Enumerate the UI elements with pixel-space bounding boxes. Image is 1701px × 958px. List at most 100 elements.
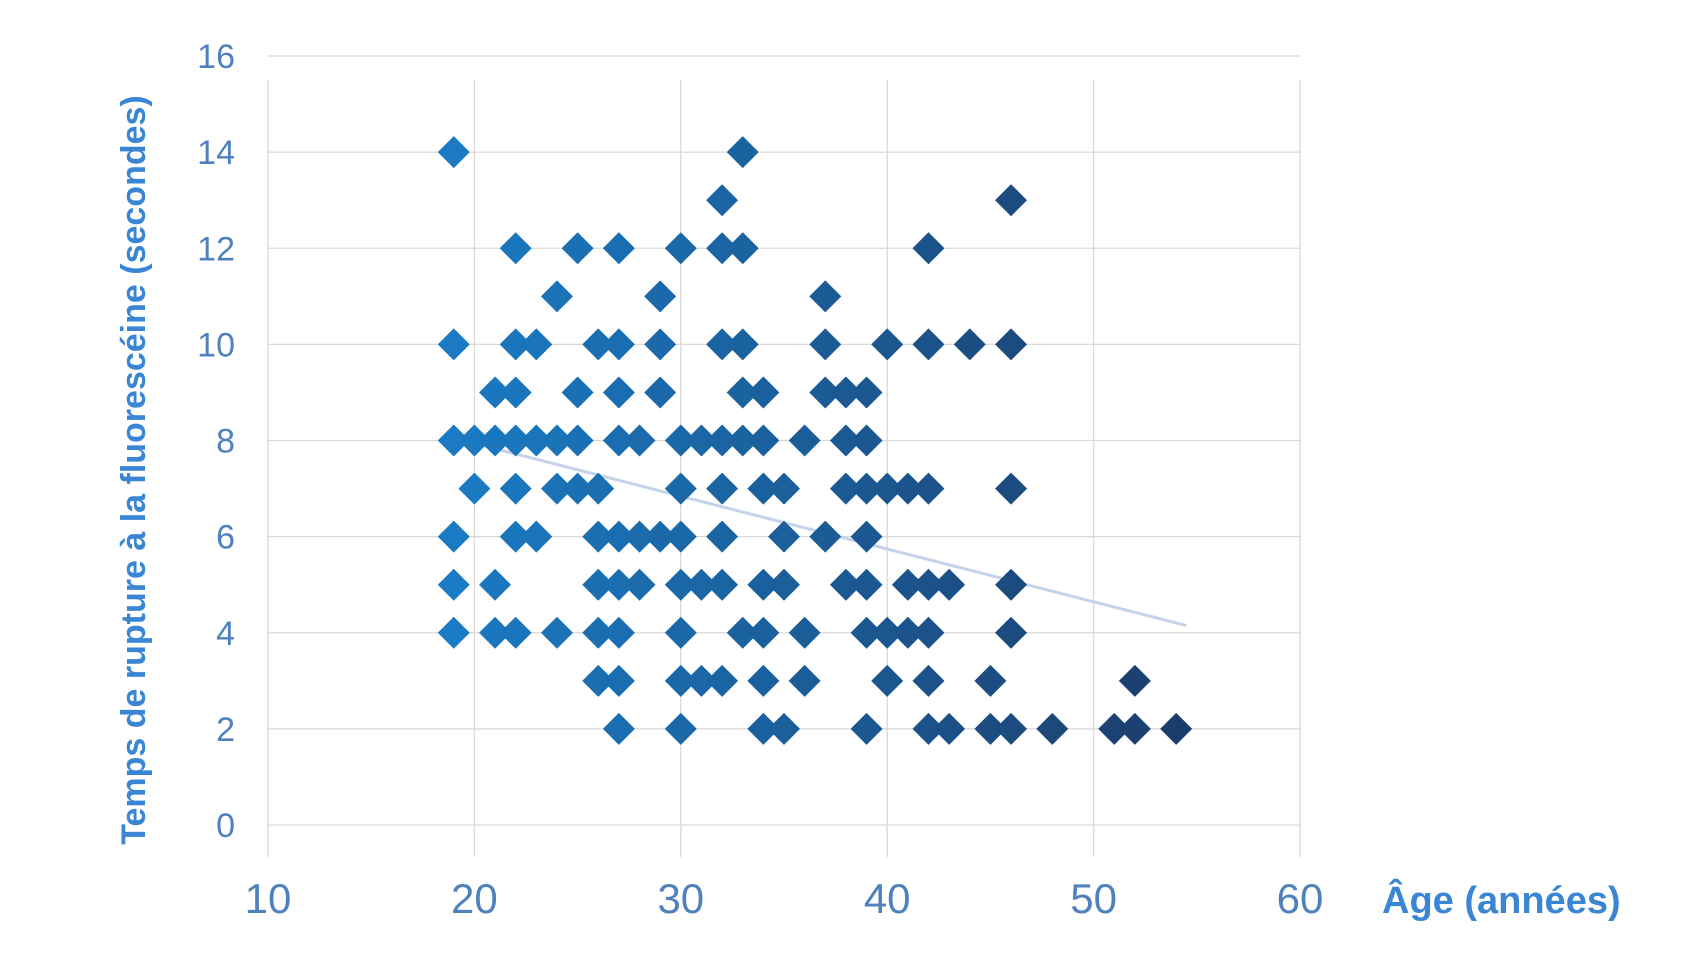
data-point	[499, 328, 532, 361]
y-tick-label: 10	[197, 326, 235, 364]
data-point	[995, 184, 1028, 217]
data-point	[829, 424, 862, 457]
data-point	[747, 424, 780, 457]
data-point	[768, 712, 800, 745]
data-point	[726, 376, 759, 409]
data-point	[871, 328, 904, 361]
data-point	[974, 712, 1007, 745]
data-point	[520, 520, 553, 553]
data-point	[788, 424, 821, 457]
data-point	[540, 616, 573, 649]
data-point	[891, 472, 924, 505]
data-point	[458, 472, 491, 505]
data-point	[499, 376, 532, 409]
data-point	[582, 616, 615, 649]
data-point	[1160, 712, 1193, 745]
data-point	[561, 472, 594, 505]
data-point	[809, 328, 842, 361]
data-point	[706, 424, 739, 457]
data-point	[602, 712, 635, 745]
data-point	[685, 568, 718, 601]
y-tick-label: 8	[216, 423, 235, 461]
data-point	[706, 568, 739, 601]
data-points	[437, 136, 1193, 745]
data-point	[726, 328, 759, 361]
data-point	[685, 664, 718, 697]
data-point	[499, 424, 532, 457]
data-point	[602, 424, 635, 457]
data-point	[520, 328, 553, 361]
data-point	[706, 328, 739, 361]
x-tick-label: 30	[657, 875, 704, 922]
data-point	[706, 232, 739, 265]
data-point	[602, 616, 635, 649]
data-point	[933, 568, 966, 601]
data-point	[437, 136, 470, 169]
data-point	[747, 616, 780, 649]
data-point	[850, 376, 883, 409]
data-point	[912, 664, 945, 697]
data-point	[623, 568, 656, 601]
data-point	[437, 568, 470, 601]
data-point	[644, 520, 677, 553]
data-point	[706, 472, 739, 505]
data-point	[664, 712, 697, 745]
data-point	[768, 568, 800, 601]
x-tick-label: 60	[1277, 875, 1324, 922]
data-point	[726, 616, 759, 649]
data-point	[437, 328, 470, 361]
data-point	[685, 424, 718, 457]
data-point	[1118, 712, 1151, 745]
x-tick-label: 10	[245, 875, 292, 922]
data-point	[829, 472, 862, 505]
data-point	[706, 664, 739, 697]
y-tick-label: 6	[216, 519, 235, 557]
y-tick-label: 16	[197, 38, 235, 76]
data-point	[995, 568, 1028, 601]
y-tick-label: 14	[197, 134, 235, 172]
data-point	[747, 712, 780, 745]
data-point	[644, 280, 677, 313]
data-point	[602, 664, 635, 697]
data-point	[499, 232, 532, 265]
data-point	[788, 616, 821, 649]
data-point	[912, 616, 945, 649]
data-point	[850, 712, 883, 745]
data-point	[706, 520, 739, 553]
data-point	[437, 520, 470, 553]
data-point	[499, 520, 532, 553]
data-point	[582, 664, 615, 697]
data-point	[458, 424, 491, 457]
data-point	[561, 232, 594, 265]
data-point	[664, 232, 697, 265]
data-point	[582, 520, 615, 553]
data-point	[809, 280, 842, 313]
data-point	[995, 328, 1028, 361]
data-point	[479, 424, 512, 457]
data-point	[644, 376, 677, 409]
data-point	[995, 472, 1028, 505]
data-point	[499, 616, 532, 649]
data-point	[1098, 712, 1131, 745]
data-point	[726, 424, 759, 457]
data-point	[871, 664, 904, 697]
data-point	[726, 136, 759, 169]
data-point	[1036, 712, 1069, 745]
data-point	[912, 232, 945, 265]
x-axis-title: Âge (années)	[1382, 878, 1621, 922]
data-point	[850, 520, 883, 553]
y-axis-title: Temps de rupture à la fluorescéine (seco…	[115, 95, 153, 844]
data-point	[850, 472, 883, 505]
data-point	[540, 424, 573, 457]
data-point	[912, 712, 945, 745]
data-point	[602, 376, 635, 409]
y-tick-label: 12	[197, 230, 235, 268]
data-point	[664, 616, 697, 649]
data-point	[644, 328, 677, 361]
data-point	[809, 376, 842, 409]
data-point	[912, 328, 945, 361]
data-point	[726, 232, 759, 265]
data-point	[912, 568, 945, 601]
data-point	[995, 616, 1028, 649]
